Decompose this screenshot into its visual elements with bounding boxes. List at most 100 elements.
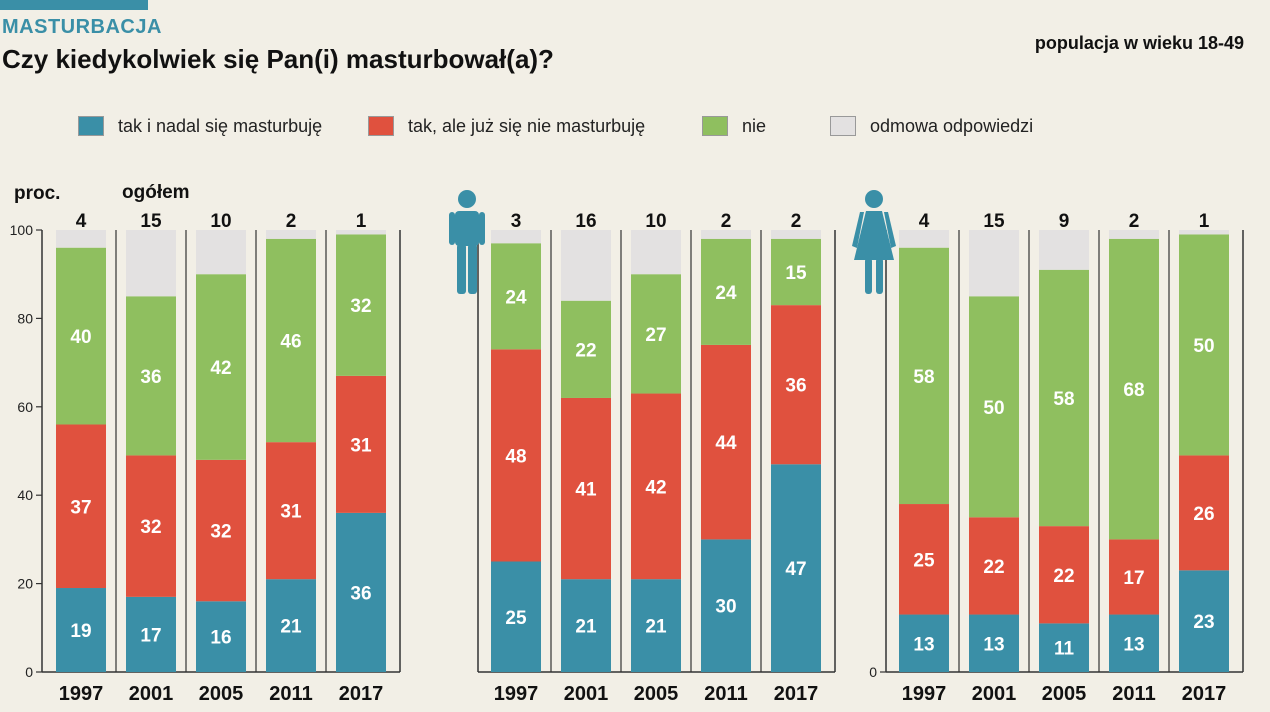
stacked-bar-charts: 0204060801001937404199717323615200116324…: [10, 182, 1244, 705]
bar-segment-former: [336, 375, 386, 513]
data-label-refusal: 1: [356, 211, 367, 232]
data-label-no: 32: [350, 296, 371, 317]
data-label-former: 48: [505, 446, 526, 467]
data-label-no: 15: [785, 263, 807, 284]
data-label-refusal: 9: [1059, 211, 1070, 232]
bar-segment-no: [1179, 234, 1229, 456]
data-label-former: 25: [913, 550, 935, 571]
bar-segment-refusal: [196, 230, 246, 275]
data-label-refusal: 16: [575, 211, 596, 232]
bar-segment-no: [1109, 238, 1159, 540]
bar-segment-no: [899, 247, 949, 505]
data-label-no: 40: [70, 327, 91, 348]
data-label-still: 21: [575, 617, 597, 638]
data-label-no: 58: [913, 367, 934, 388]
legend-item-refusal: odmowa odpowiedzi: [830, 113, 1033, 139]
y-tick-label: 0: [869, 664, 877, 680]
y-tick-label: 0: [25, 664, 33, 680]
population-subtitle: populacja w wieku 18-49: [1034, 33, 1244, 53]
chart-title: Czy kiedykolwiek się Pan(i) masturbował(…: [2, 44, 554, 74]
data-label-still: 47: [785, 559, 806, 580]
y-tick-label: 80: [17, 310, 33, 326]
data-label-no: 36: [140, 367, 161, 388]
chart-panel-kobiety: 0 13 25 58 4 1997 13 22 50 15 2001 11 22 58 9 2005 13 17 6…: [869, 211, 1244, 705]
legend-item-former: tak, ale już się nie masturbuję: [368, 113, 645, 139]
bar-segment-no: [56, 247, 106, 425]
bar-segment-former: [969, 517, 1019, 615]
bar-segment-still: [1179, 570, 1229, 672]
legend-label-still: tak i nadal się masturbuję: [118, 115, 323, 136]
male-person-icon: [449, 190, 485, 294]
data-label-no: 58: [1053, 389, 1074, 410]
bar-segment-former: [1179, 455, 1229, 571]
data-label-refusal: 2: [286, 211, 297, 232]
data-label-no: 50: [1193, 336, 1214, 357]
bar-segment-former: [771, 305, 821, 465]
data-label-refusal: 15: [983, 211, 1005, 232]
data-label-no: 42: [210, 358, 231, 379]
bar-segment-refusal: [771, 230, 821, 239]
bar-segment-refusal: [336, 230, 386, 235]
data-label-still: 13: [1123, 634, 1144, 655]
bar-segment-still: [899, 614, 949, 672]
x-tick-label: 2001: [972, 683, 1017, 705]
data-label-former: 37: [70, 497, 91, 518]
data-label-refusal: 10: [210, 211, 231, 232]
bar-segment-refusal: [56, 230, 106, 248]
chart-panel-mężczyźni: 2548243199721412216200121422710200530442…: [477, 211, 836, 705]
data-label-refusal: 2: [1129, 211, 1140, 232]
bar-segment-still: [1109, 614, 1159, 672]
y-tick-label: 40: [17, 487, 33, 503]
legend-label-former: tak, ale już się nie masturbuję: [408, 115, 646, 136]
data-label-still: 30: [715, 597, 736, 618]
data-label-former: 22: [1053, 566, 1074, 587]
data-label-former: 44: [715, 433, 737, 454]
y-tick-label: 100: [10, 222, 34, 238]
x-tick-label: 1997: [59, 683, 104, 705]
data-label-still: 21: [280, 617, 302, 638]
data-label-no: 24: [505, 287, 527, 308]
overall-group-label: ogółem: [122, 182, 190, 203]
bar-segment-no: [196, 274, 246, 460]
data-label-no: 24: [715, 283, 737, 304]
x-tick-label: 2017: [774, 683, 819, 705]
bar-segment-refusal: [561, 230, 611, 301]
bar-segment-no: [1039, 269, 1089, 527]
x-tick-label: 2017: [339, 683, 384, 705]
x-tick-label: 2005: [199, 683, 244, 705]
bar-segment-still: [969, 614, 1019, 672]
bar-segment-refusal: [701, 230, 751, 239]
data-label-refusal: 10: [645, 211, 666, 232]
x-tick-label: 2001: [129, 683, 174, 705]
data-label-still: 21: [645, 617, 667, 638]
data-label-former: 17: [1123, 568, 1144, 589]
data-label-former: 22: [983, 557, 1004, 578]
data-label-former: 32: [140, 517, 161, 538]
bar-segment-former: [701, 344, 751, 540]
bar-segment-refusal: [1109, 230, 1159, 239]
bar-segment-still: [491, 561, 541, 672]
bar-segment-refusal: [899, 230, 949, 248]
bar-segment-refusal: [1039, 230, 1089, 270]
data-label-no: 50: [983, 398, 1004, 419]
bar-segment-no: [771, 238, 821, 306]
legend-swatch-former: [368, 116, 394, 136]
bar-segment-still: [771, 464, 821, 672]
data-label-refusal: 2: [721, 211, 732, 232]
data-label-still: 11: [1054, 639, 1075, 660]
bar-segment-former: [491, 349, 541, 562]
bar-segment-still: [266, 579, 316, 672]
bar-segment-refusal: [491, 230, 541, 244]
bar-segment-former: [631, 393, 681, 580]
x-tick-label: 1997: [494, 683, 539, 705]
data-label-former: 41: [575, 480, 597, 501]
bar-segment-still: [631, 579, 681, 672]
data-label-former: 26: [1193, 504, 1214, 525]
bar-segment-still: [701, 539, 751, 672]
x-tick-label: 2011: [704, 683, 747, 705]
bar-segment-former: [196, 459, 246, 602]
bar-segment-refusal: [126, 230, 176, 297]
data-label-former: 32: [210, 522, 231, 543]
data-label-former: 31: [350, 435, 372, 456]
bar-segment-refusal: [631, 230, 681, 275]
